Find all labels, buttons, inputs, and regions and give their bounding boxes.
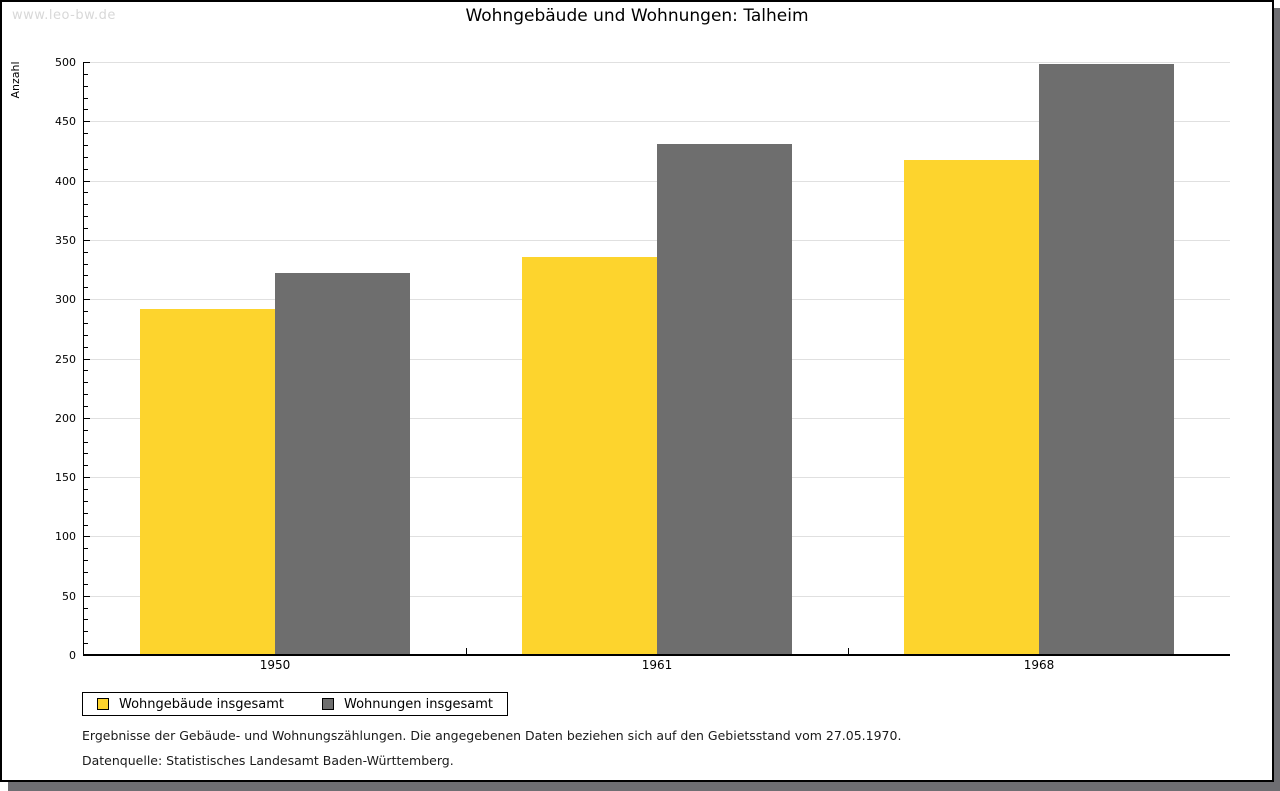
y-tick <box>84 465 88 467</box>
y-tick-label: 0 <box>69 649 76 662</box>
footer-note: Ergebnisse der Gebäude- und Wohnungszähl… <box>82 728 902 743</box>
y-tick <box>84 73 88 75</box>
y-tick-label: 400 <box>55 174 76 188</box>
y-tick-label: 50 <box>62 589 76 603</box>
legend-swatch-icon <box>322 698 334 710</box>
y-tick-label: 300 <box>55 293 76 307</box>
gridline <box>84 62 1230 63</box>
bar-wohnungen-1950 <box>275 273 410 654</box>
y-tick <box>84 109 88 111</box>
y-tick <box>84 477 90 479</box>
y-tick <box>84 524 88 526</box>
legend-label: Wohngebäude insgesamt <box>119 696 284 712</box>
y-tick <box>84 156 88 158</box>
y-tick <box>84 334 88 336</box>
y-tick <box>84 631 88 633</box>
y-tick <box>84 405 88 407</box>
window-shadow-bottom <box>8 782 1280 791</box>
y-tick <box>84 299 90 301</box>
y-tick <box>84 263 88 265</box>
gridline <box>84 121 1230 123</box>
y-tick <box>84 643 88 645</box>
y-tick <box>84 133 88 135</box>
y-tick <box>84 121 90 123</box>
page-title: Wohngebäude und Wohnungen: Talheim <box>465 6 809 26</box>
bar-wohngebäude-1950 <box>140 308 275 654</box>
y-tick <box>84 168 88 170</box>
y-tick <box>84 571 88 573</box>
footer-source: Datenquelle: Statistisches Landesamt Bad… <box>82 753 454 768</box>
x-tick-label: 1961 <box>641 658 673 672</box>
y-tick <box>84 228 88 230</box>
y-tick <box>84 145 88 147</box>
legend-item: Wohngebäude insgesamt <box>97 697 284 712</box>
watermark: www.leo-bw.de <box>12 8 116 23</box>
x-group-tick <box>848 648 849 654</box>
y-tick <box>84 239 90 241</box>
y-tick <box>84 382 88 384</box>
y-tick <box>84 417 90 419</box>
y-tick <box>84 453 88 455</box>
y-tick <box>84 619 88 621</box>
bar-wohnungen-1968 <box>1039 64 1174 654</box>
y-tick <box>84 97 88 99</box>
y-tick <box>84 204 88 206</box>
plot-area: 0 50 100 150 200 250 300 350 400 450 500 1950 1961 19… <box>2 2 1274 780</box>
bar-wohngebäude-1961 <box>522 256 657 654</box>
y-tick <box>84 216 88 218</box>
y-tick <box>84 62 90 63</box>
y-tick <box>84 287 88 289</box>
y-tick-label: 150 <box>55 471 76 485</box>
legend-label: Wohnungen insgesamt <box>344 696 493 712</box>
y-tick <box>84 548 88 550</box>
y-tick <box>84 429 88 431</box>
x-axis <box>83 654 1230 656</box>
y-tick-label: 450 <box>55 115 76 129</box>
y-tick-label: 250 <box>55 352 76 366</box>
y-tick <box>84 275 88 277</box>
y-tick <box>84 346 88 348</box>
y-tick <box>84 441 88 443</box>
y-tick <box>84 560 88 562</box>
window-shadow-right <box>1274 8 1280 791</box>
bar-wohnungen-1961 <box>657 143 792 654</box>
legend: Wohngebäude insgesamt Wohnungen insgesamt <box>82 692 508 716</box>
y-tick <box>84 251 88 253</box>
y-tick-label: 500 <box>55 56 76 69</box>
y-tick-label: 350 <box>55 233 76 247</box>
x-tick-label: 1968 <box>1023 658 1055 672</box>
y-tick <box>84 488 88 490</box>
y-tick <box>84 311 88 313</box>
y-tick <box>84 358 90 360</box>
y-tick-label: 100 <box>55 530 76 544</box>
y-tick <box>84 595 90 597</box>
y-axis <box>83 62 84 656</box>
x-group-tick <box>466 648 467 654</box>
y-tick <box>84 512 88 514</box>
x-tick-label: 1950 <box>259 658 291 672</box>
y-tick <box>84 370 88 372</box>
y-tick <box>84 583 88 585</box>
y-tick <box>84 322 88 324</box>
legend-item: Wohnungen insgesamt <box>322 697 493 712</box>
y-tick <box>84 192 88 194</box>
bar-wohngebäude-1968 <box>904 160 1039 654</box>
y-tick <box>84 85 88 87</box>
y-tick-label: 200 <box>55 411 76 425</box>
y-tick <box>84 394 88 396</box>
y-tick <box>84 500 88 502</box>
y-tick <box>84 607 88 609</box>
y-tick <box>84 180 90 182</box>
y-tick <box>84 536 90 538</box>
legend-swatch-icon <box>97 698 109 710</box>
